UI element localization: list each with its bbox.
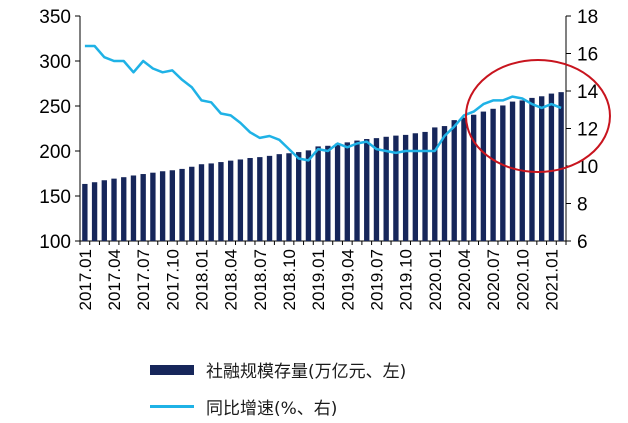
x-tick-label: 2021.01 xyxy=(542,249,561,310)
bar xyxy=(150,172,156,241)
bar xyxy=(140,174,146,241)
x-tick-label: 2018.10 xyxy=(280,249,299,310)
bar xyxy=(539,96,545,241)
legend-item-bar: 社融规模存量(万亿元、左) xyxy=(150,357,406,382)
y-tick-label-right: 12 xyxy=(577,120,598,141)
bar xyxy=(198,164,205,241)
x-tick-label: 2020.01 xyxy=(426,249,445,310)
bar xyxy=(344,142,350,241)
y-tick-label-left: 150 xyxy=(39,187,71,208)
x-tick-label: 2017.01 xyxy=(76,249,95,310)
x-tick-label: 2017.04 xyxy=(105,249,124,310)
bar xyxy=(315,146,321,241)
bar xyxy=(130,175,137,241)
bar xyxy=(393,135,399,241)
legend-label-bar: 社融规模存量(万亿元、左) xyxy=(206,362,407,382)
y-tick-label-left: 250 xyxy=(39,97,71,118)
bar xyxy=(402,134,409,241)
x-tick-label: 2018.01 xyxy=(193,249,212,310)
bar xyxy=(325,145,331,241)
bar xyxy=(266,155,273,241)
y-tick-label-right: 18 xyxy=(577,7,598,28)
highlight-ellipse xyxy=(464,59,611,173)
bar xyxy=(373,138,380,241)
bar xyxy=(548,93,555,241)
x-tick-label: 2019.07 xyxy=(367,249,386,310)
y-tick-label-right: 8 xyxy=(577,195,588,216)
bar xyxy=(91,182,98,241)
legend-label-line: 同比增速(%、右) xyxy=(206,399,338,419)
bar xyxy=(490,108,496,241)
bar xyxy=(383,136,389,241)
bar xyxy=(480,111,487,241)
x-tick-label: 2020.10 xyxy=(513,249,532,310)
x-tick-label: 2019.01 xyxy=(309,249,328,310)
bar xyxy=(558,92,564,241)
legend-swatch-bar xyxy=(150,364,194,375)
x-tick-label: 2017.07 xyxy=(134,249,153,310)
bar xyxy=(354,140,360,241)
y-tick-label-left: 200 xyxy=(39,142,71,163)
legend-item-line: 同比增速(%、右) xyxy=(150,394,337,419)
bar xyxy=(529,97,535,242)
bar xyxy=(121,177,127,241)
annotation xyxy=(464,59,611,173)
bar xyxy=(247,158,253,241)
bar xyxy=(227,160,234,241)
x-tick-label: 2018.04 xyxy=(222,249,241,310)
bar xyxy=(257,157,263,241)
y-tick-label-left: 350 xyxy=(39,7,71,28)
line-series xyxy=(84,44,562,162)
x-tick-label: 2019.04 xyxy=(338,249,357,310)
bar xyxy=(432,127,438,241)
bar xyxy=(276,154,282,241)
y-tick-label-right: 6 xyxy=(577,232,588,253)
y-tick-label-right: 10 xyxy=(577,157,598,178)
bar xyxy=(208,163,214,241)
bar xyxy=(500,105,506,242)
bar xyxy=(101,180,107,241)
legend-swatch-line xyxy=(150,405,194,408)
bar xyxy=(334,143,341,241)
bar xyxy=(422,131,428,241)
bar xyxy=(111,178,117,241)
bar xyxy=(451,120,457,241)
bar xyxy=(470,114,477,241)
x-tick-label: 2018.07 xyxy=(251,249,270,310)
bar-series xyxy=(82,92,564,242)
x-tick-label: 2019.10 xyxy=(397,249,416,310)
y-tick-label-right: 16 xyxy=(577,45,598,66)
bar xyxy=(509,101,516,241)
y-tick-label-right: 14 xyxy=(577,82,599,103)
bar xyxy=(305,150,312,241)
bar xyxy=(169,170,176,241)
bar xyxy=(189,166,195,241)
bar xyxy=(364,139,370,241)
bar xyxy=(296,152,302,241)
bar xyxy=(461,117,467,241)
bar xyxy=(412,133,419,241)
x-tick-label: 2020.04 xyxy=(455,249,474,310)
growth-line xyxy=(84,44,562,162)
bar xyxy=(159,171,166,241)
bar xyxy=(441,126,448,241)
axes: 100 150 200 250 300 350 6 8 10 12 14 16 18 2017.01 201… xyxy=(39,7,598,310)
x-tick-label: 2017.10 xyxy=(163,249,182,310)
y-tick-label-left: 300 xyxy=(39,52,71,73)
bar xyxy=(286,153,292,241)
y-tick-label-left: 100 xyxy=(39,232,71,253)
x-tick-label: 2020.07 xyxy=(484,249,503,310)
bar xyxy=(237,159,244,241)
bar xyxy=(82,183,88,241)
bar xyxy=(218,162,224,241)
bar xyxy=(179,168,185,241)
